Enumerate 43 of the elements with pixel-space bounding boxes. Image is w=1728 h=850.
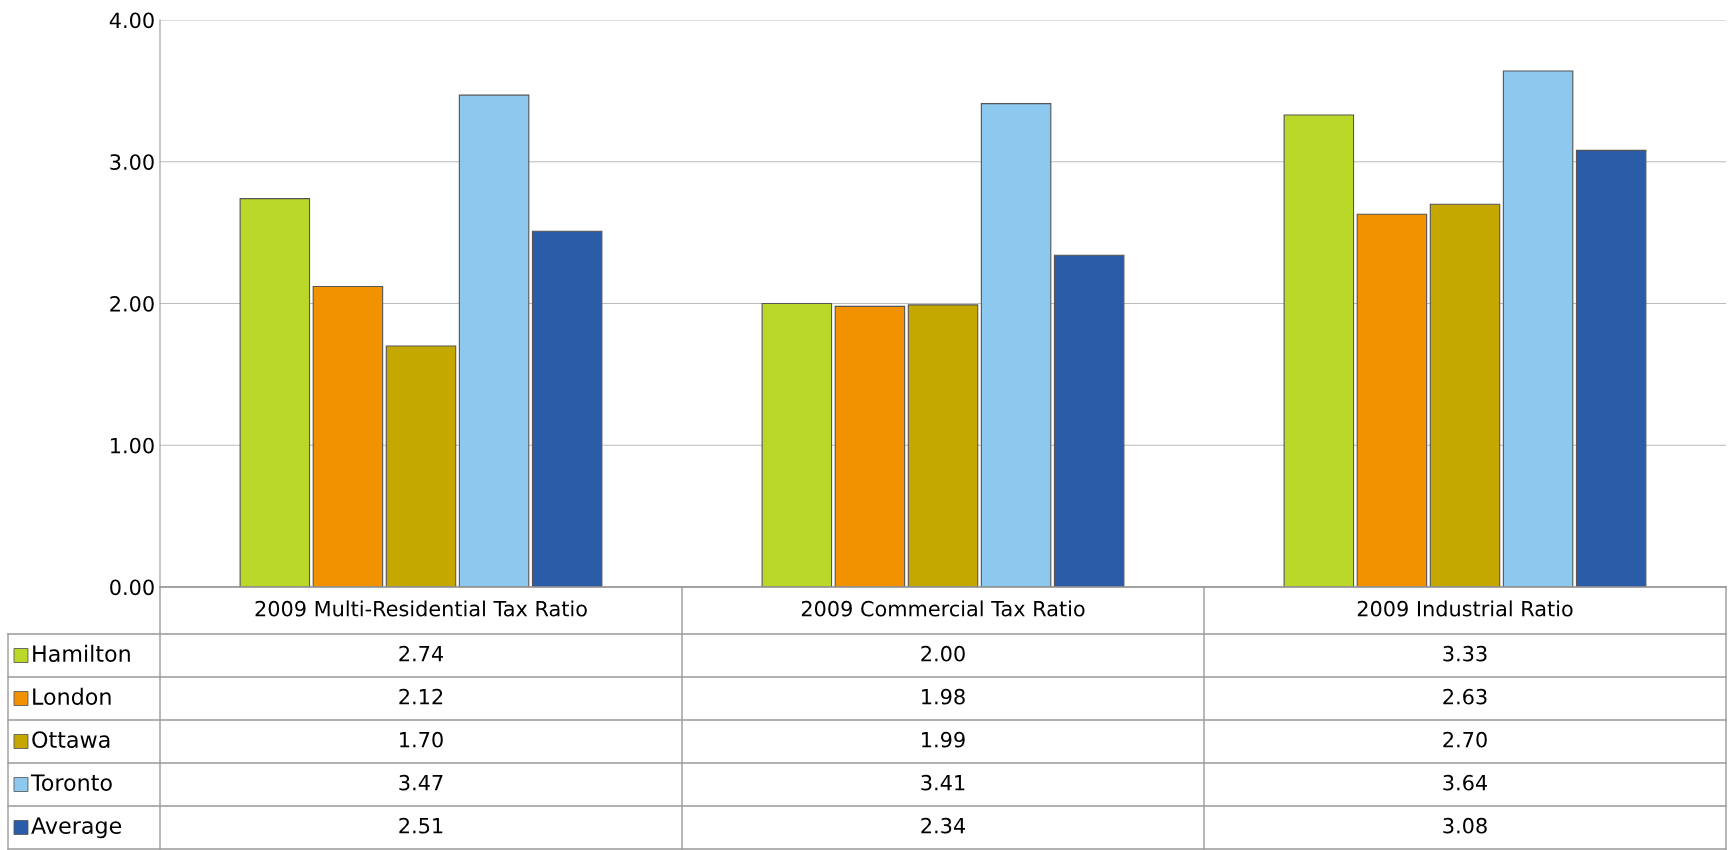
bar [980,103,1052,587]
bar [834,305,906,587]
bar [1429,203,1501,587]
data-label: 2.70 [1443,731,1487,748]
data-label: 2.00 [921,645,965,662]
bar [385,345,457,587]
legend-label: London [33,687,111,705]
data-label: 2.74 [399,645,444,662]
x-tick-label: 2009 Industrial Ratio [1357,600,1573,617]
y-tick-label: 4.00 [109,12,154,29]
data-label: 3.64 [1443,774,1488,791]
bar [1053,254,1125,587]
bar [531,230,603,587]
y-tick-label: 0.00 [110,579,154,596]
y-tick-label: 2.00 [110,295,154,312]
bar [239,198,311,587]
legend-label: Ottawa [32,731,110,748]
data-label: 2.12 [399,688,443,705]
data-label: 2.63 [1443,688,1487,705]
bar [761,302,833,587]
bar [312,285,384,587]
legend-label: Hamilton [33,644,130,662]
x-tick-label: 2009 Commercial Tax Ratio [801,600,1085,617]
legend-label: Average [31,817,122,839]
data-label: 3.08 [1443,817,1487,834]
y-tick-label: 3.00 [110,154,154,170]
data-label: 3.41 [921,774,965,791]
data-label: 1.70 [400,731,443,748]
bar [907,304,979,587]
data-label: 2.34 [921,817,966,834]
y-tick-label: 1.00 [111,437,154,454]
data-label: 3.33 [1443,645,1487,662]
data-label: 2.51 [399,817,443,834]
bar [1502,70,1574,587]
bar [458,94,530,587]
bar [1575,149,1647,587]
data-label: 3.47 [399,774,443,791]
bar [1283,114,1355,587]
data-label: 1.99 [922,731,965,748]
legend-label: Toronto [30,774,112,791]
bar [1356,213,1428,587]
x-tick-label: 2009 Multi-Residential Tax Ratio [255,600,587,617]
data-label: 1.98 [922,688,965,705]
